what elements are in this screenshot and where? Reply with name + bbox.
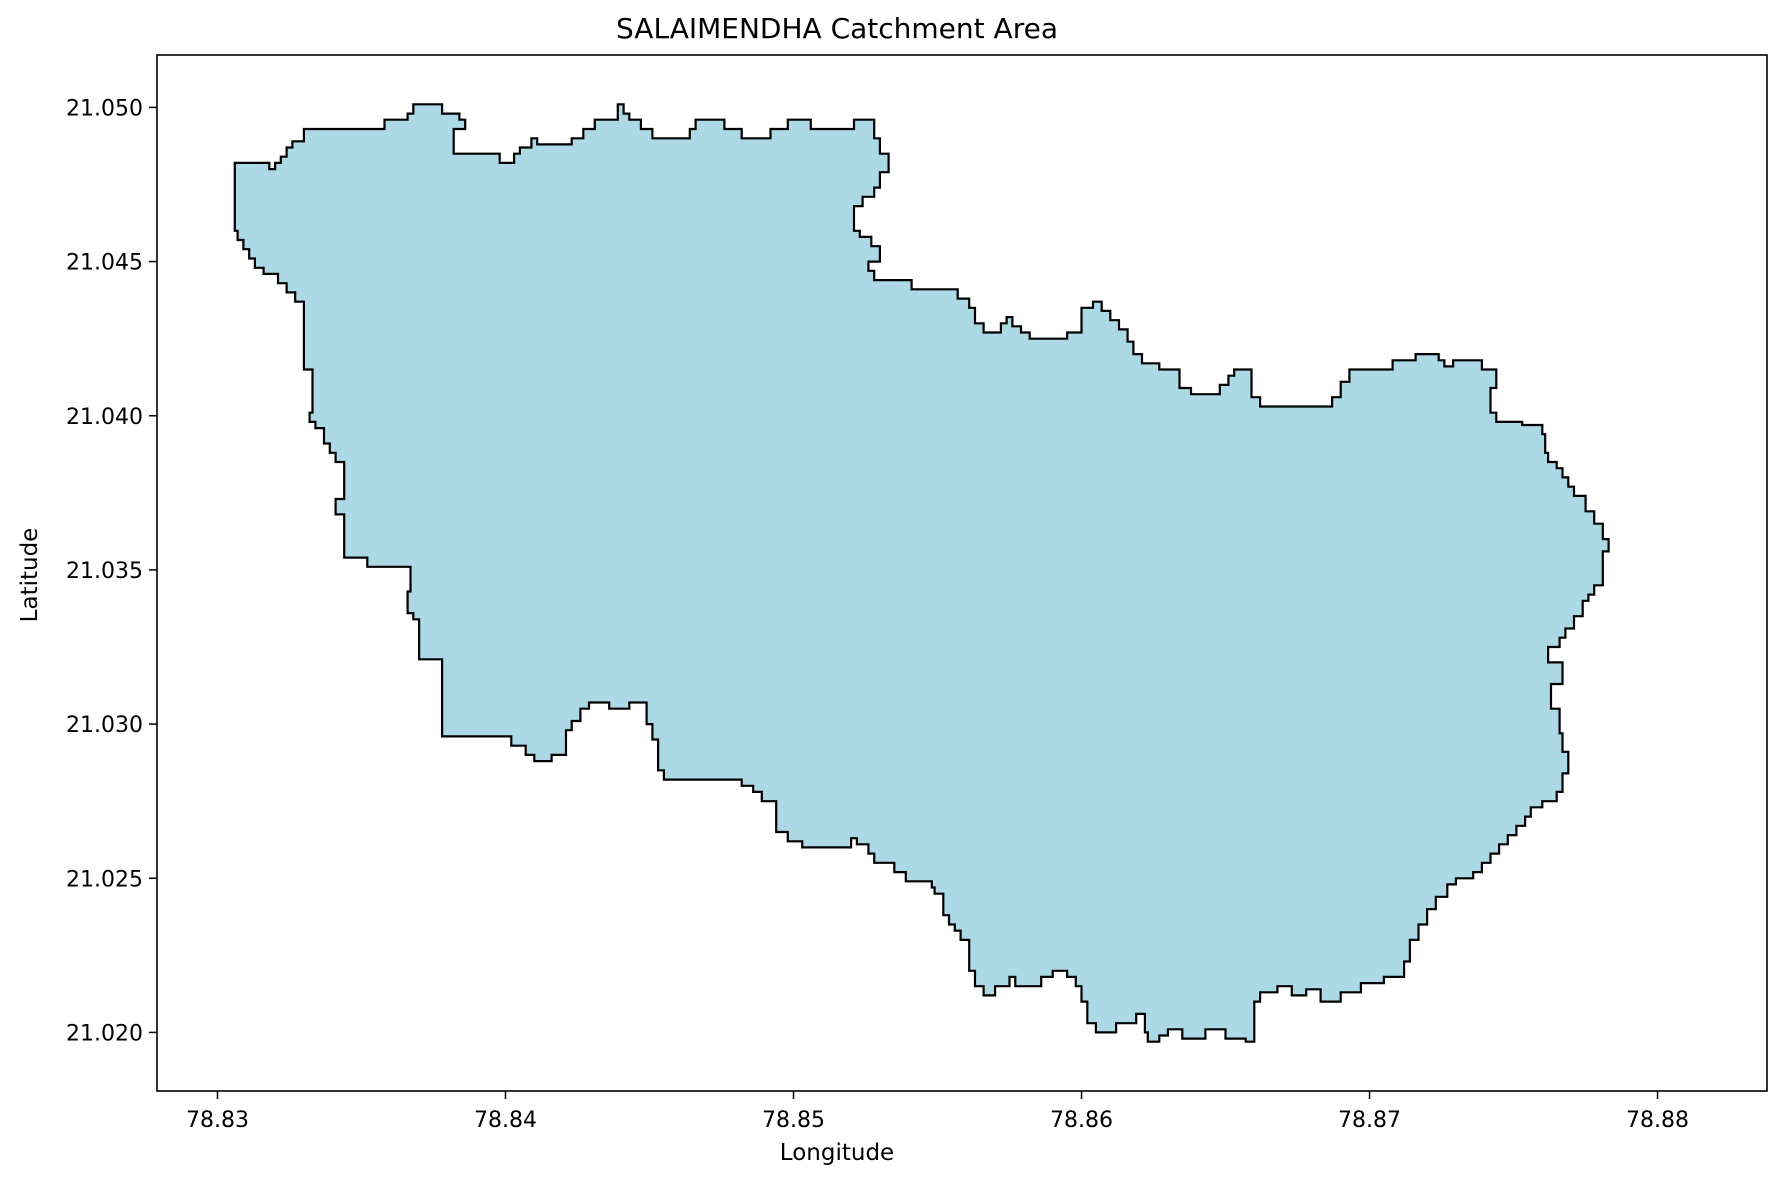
x-tick-label: 78.83 bbox=[186, 1108, 249, 1133]
y-tick-label: 21.030 bbox=[66, 713, 143, 738]
y-tick-label: 21.045 bbox=[66, 251, 143, 276]
plot-frame bbox=[156, 54, 1768, 1092]
x-tick-label: 78.84 bbox=[474, 1108, 537, 1133]
y-tick-label: 21.050 bbox=[66, 96, 143, 121]
x-tick-label: 78.86 bbox=[1050, 1108, 1113, 1133]
catchment-polygon bbox=[233, 103, 1610, 1043]
catchment-polygon-layer bbox=[233, 103, 1610, 1043]
x-tick-label: 78.88 bbox=[1626, 1108, 1689, 1133]
y-tick-label: 21.020 bbox=[66, 1021, 143, 1046]
plot-title: SALAIMENDHA Catchment Area bbox=[616, 12, 1058, 45]
y-tick-label: 21.040 bbox=[66, 405, 143, 430]
y-tick-label: 21.035 bbox=[66, 559, 143, 584]
x-axis-title: Longitude bbox=[780, 1140, 894, 1166]
x-tick-label: 78.85 bbox=[762, 1108, 825, 1133]
y-axis-title: Latitude bbox=[17, 528, 43, 623]
y-axis-ticks: 21.020 21.025 21.030 21.035 21.040 21.045 21.0… bbox=[66, 96, 157, 1046]
y-tick-label: 21.025 bbox=[66, 867, 143, 892]
x-tick-label: 78.87 bbox=[1338, 1108, 1401, 1133]
x-axis-ticks: 78.83 78.84 78.85 78.86 78.87 78.88 bbox=[186, 1091, 1689, 1133]
